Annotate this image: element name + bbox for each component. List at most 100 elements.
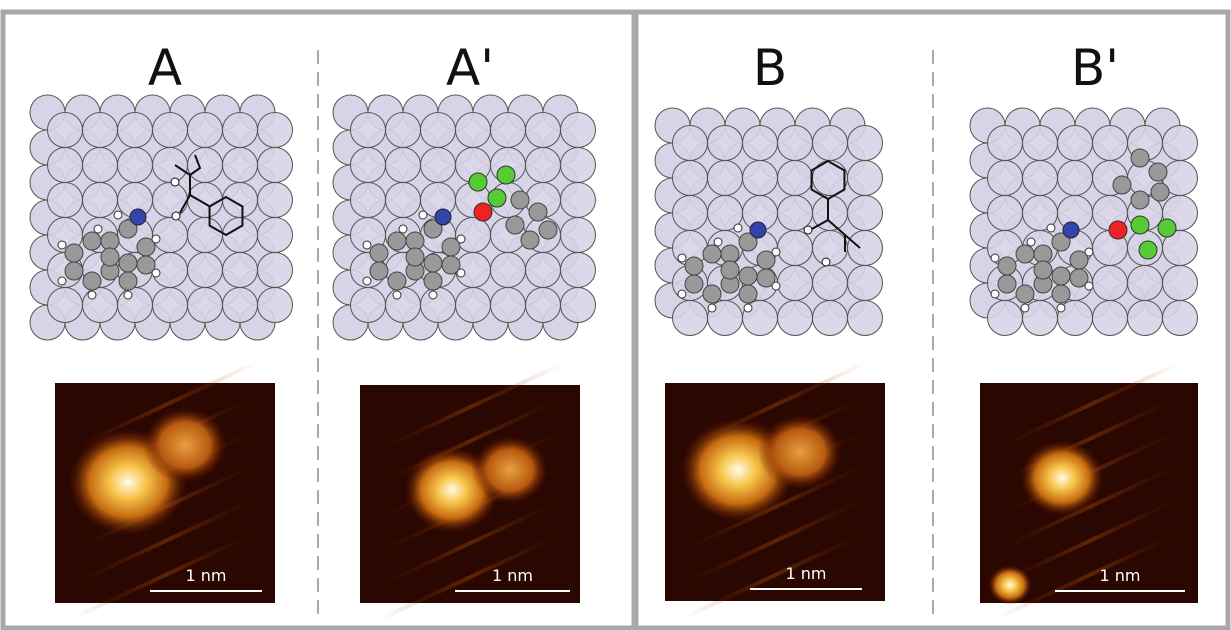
surface-atom xyxy=(118,288,153,323)
surface-atom xyxy=(1093,126,1128,161)
panels: A1 nmA'1 nmB1 nmB'1 nm xyxy=(30,39,1198,621)
carbon xyxy=(1016,245,1034,263)
carbon xyxy=(83,232,101,250)
carbon xyxy=(388,232,406,250)
carbon xyxy=(539,221,557,239)
hydrogen xyxy=(1027,238,1035,246)
carbon xyxy=(998,257,1016,275)
hydrogen xyxy=(419,211,427,219)
surface-atom xyxy=(1163,126,1198,161)
surface-atom xyxy=(386,288,421,323)
oxygen xyxy=(1109,221,1127,239)
chlorine xyxy=(1131,216,1149,234)
surface-atom xyxy=(813,266,848,301)
hydrogen xyxy=(114,211,122,219)
hydrogen xyxy=(734,224,742,232)
surface-atom xyxy=(561,218,596,253)
surface-atom xyxy=(48,183,83,218)
surface-atom xyxy=(188,183,223,218)
carbon xyxy=(1070,251,1088,269)
carbon xyxy=(1052,285,1070,303)
carbon xyxy=(739,285,757,303)
chlorine xyxy=(488,189,506,207)
surface-atom xyxy=(561,288,596,323)
surface-atom xyxy=(258,183,293,218)
chlorine xyxy=(469,173,487,191)
surface-atom xyxy=(778,266,813,301)
carbon xyxy=(119,272,137,290)
carbon xyxy=(757,269,775,287)
surface-atom xyxy=(223,183,258,218)
surface-atom xyxy=(258,113,293,148)
surface-atom xyxy=(561,148,596,183)
carbon xyxy=(1070,269,1088,287)
surface-atom xyxy=(188,148,223,183)
surface-atom xyxy=(48,288,83,323)
figure: A1 nmA'1 nmB1 nmB'1 nm xyxy=(0,0,1231,630)
carbon xyxy=(511,191,529,209)
stm-blob xyxy=(472,436,548,504)
carbon xyxy=(370,244,388,262)
hydrogen xyxy=(399,225,407,233)
hydrogen xyxy=(58,241,66,249)
surface-atom xyxy=(386,148,421,183)
surface-atom xyxy=(561,253,596,288)
carbon xyxy=(1034,261,1052,279)
hydrogen xyxy=(363,241,371,249)
carbon xyxy=(1131,149,1149,167)
surface-atom xyxy=(83,113,118,148)
carbon xyxy=(1131,191,1149,209)
surface-atom xyxy=(743,126,778,161)
scale-bar-label: 1 nm xyxy=(786,564,827,583)
panel-label: A xyxy=(148,39,182,97)
surface-atom xyxy=(83,183,118,218)
surface xyxy=(655,108,883,336)
surface-atom xyxy=(421,288,456,323)
carbon xyxy=(739,267,757,285)
surface-atom xyxy=(1023,126,1058,161)
surface-atom xyxy=(188,288,223,323)
surface-atom xyxy=(778,126,813,161)
carbon xyxy=(65,244,83,262)
carbon xyxy=(65,262,83,280)
surface-atom xyxy=(988,301,1023,336)
surface-atom xyxy=(561,183,596,218)
carbon xyxy=(424,254,442,272)
stm-image: 1 nm xyxy=(980,361,1198,618)
panel: B1 nm xyxy=(655,39,885,619)
surface-atom xyxy=(561,113,596,148)
carbon xyxy=(1151,183,1169,201)
surface-atom xyxy=(83,288,118,323)
oxygen xyxy=(804,226,812,234)
carbon xyxy=(442,238,460,256)
carbon xyxy=(406,232,424,250)
stm-blob xyxy=(988,565,1032,605)
stm-blob xyxy=(758,414,842,490)
surface-atom xyxy=(778,231,813,266)
carbon xyxy=(137,256,155,274)
carbon xyxy=(101,232,119,250)
surface-atom xyxy=(848,196,883,231)
oxygen xyxy=(822,258,830,266)
surface-atom xyxy=(848,161,883,196)
stm-image: 1 nm xyxy=(360,363,580,621)
surface-atom xyxy=(351,288,386,323)
chlorine xyxy=(1139,241,1157,259)
surface-atom xyxy=(491,288,526,323)
carbon xyxy=(1149,163,1167,181)
hydrogen xyxy=(991,290,999,298)
nitrogen xyxy=(130,209,146,225)
hydrogen xyxy=(678,254,686,262)
surface-atom xyxy=(778,301,813,336)
surface-atom xyxy=(188,253,223,288)
surface xyxy=(333,95,596,340)
hydrogen xyxy=(991,254,999,262)
surface-atom xyxy=(673,126,708,161)
surface-atom xyxy=(83,148,118,183)
carbon xyxy=(1052,267,1070,285)
stm-image: 1 nm xyxy=(665,361,885,619)
surface-atom xyxy=(708,161,743,196)
surface-atom xyxy=(153,183,188,218)
panel-label: B' xyxy=(1071,39,1119,97)
carbon xyxy=(529,203,547,221)
